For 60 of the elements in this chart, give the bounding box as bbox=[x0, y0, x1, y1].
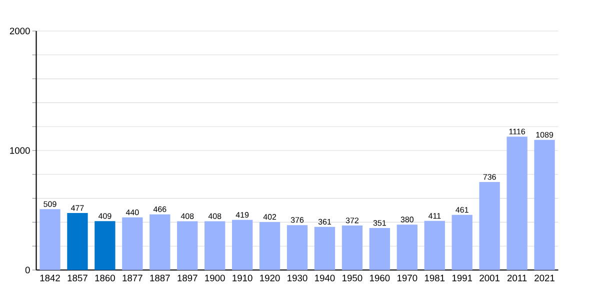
x-tick-label: 1900 bbox=[205, 274, 225, 282]
bar bbox=[40, 209, 60, 270]
bar bbox=[122, 217, 143, 270]
x-tick-label: 1857 bbox=[68, 274, 88, 282]
bar bbox=[232, 220, 253, 270]
x-tick-label: 1930 bbox=[288, 274, 308, 282]
bar bbox=[369, 228, 390, 270]
data-label: 419 bbox=[236, 212, 249, 218]
data-label: 402 bbox=[263, 214, 276, 220]
x-tick-label: 1920 bbox=[260, 274, 280, 282]
bar bbox=[314, 226, 336, 270]
bar bbox=[452, 214, 472, 270]
data-label: 466 bbox=[153, 206, 166, 212]
data-label: 509 bbox=[44, 201, 56, 207]
x-tick-label: 1860 bbox=[95, 274, 115, 282]
x-tick-label: 1960 bbox=[370, 274, 390, 282]
x-tick-label: 1887 bbox=[150, 274, 170, 282]
data-label: 380 bbox=[400, 216, 414, 222]
bar bbox=[424, 220, 445, 270]
data-label: 461 bbox=[456, 206, 468, 213]
x-tick-label: 1970 bbox=[397, 274, 418, 282]
x-tick-label: 1950 bbox=[342, 274, 362, 282]
bar bbox=[534, 140, 555, 270]
data-label: 408 bbox=[208, 213, 222, 219]
bar bbox=[506, 136, 528, 270]
x-tick-label: 1981 bbox=[424, 274, 445, 282]
bar bbox=[67, 213, 88, 270]
x-tick-label: 1940 bbox=[315, 274, 335, 282]
data-label: 477 bbox=[70, 205, 84, 211]
x-tick-label: 1910 bbox=[232, 274, 252, 282]
bar bbox=[177, 221, 198, 270]
data-label: 361 bbox=[318, 218, 332, 225]
data-label: 736 bbox=[483, 174, 496, 180]
data-label: 351 bbox=[373, 220, 386, 226]
x-tick-label: 1877 bbox=[122, 274, 142, 282]
x-tick-label: 1842 bbox=[40, 274, 60, 282]
bar bbox=[396, 224, 418, 270]
data-label: 1116 bbox=[509, 128, 526, 134]
data-label: 376 bbox=[290, 217, 304, 223]
x-tick-label: 2001 bbox=[480, 274, 500, 282]
data-label: 408 bbox=[180, 213, 194, 219]
bar bbox=[259, 222, 280, 270]
bar bbox=[479, 182, 500, 270]
data-label: 440 bbox=[126, 209, 139, 216]
data-label: 411 bbox=[428, 213, 441, 219]
data-label: 409 bbox=[98, 213, 112, 219]
x-tick-label: 2011 bbox=[507, 274, 527, 282]
x-tick-label: 2021 bbox=[534, 274, 554, 282]
bar bbox=[150, 214, 170, 270]
y-tick-label: 1000 bbox=[10, 147, 30, 154]
y-tick-label: 0 bbox=[25, 266, 30, 274]
y-tick-label: 2000 bbox=[10, 28, 30, 34]
bar bbox=[204, 221, 226, 270]
bar bbox=[286, 225, 308, 270]
x-tick-label: 1991 bbox=[452, 274, 472, 282]
x-tick-label: 1897 bbox=[178, 274, 198, 282]
bar bbox=[342, 226, 363, 270]
data-label: 372 bbox=[346, 218, 358, 224]
bar bbox=[94, 221, 116, 270]
data-label: 1089 bbox=[536, 132, 554, 138]
